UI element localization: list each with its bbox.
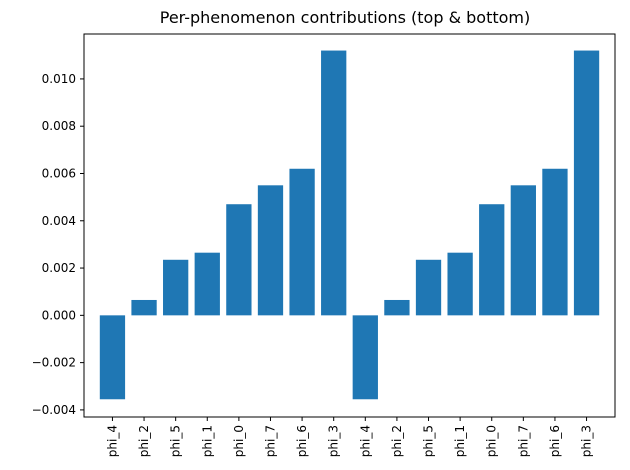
y-tick-label: −0.002: [32, 356, 76, 370]
x-tick-label: phi_6: [548, 425, 562, 457]
plot-frame: [83, 33, 616, 418]
x-tick-label: phi_2: [137, 425, 151, 457]
y-tick-label: 0.006: [42, 166, 76, 180]
bar-phi_3-15: [573, 50, 600, 316]
bar-phi_0-4: [226, 204, 252, 316]
y-tick-label: 0.008: [42, 119, 76, 133]
x-tick-label: phi_6: [295, 425, 309, 457]
bar-phi_7-13: [510, 185, 536, 316]
x-axis: phi_4 phi_2 phi_5 phi_1 phi_0 phi_7 phi_6 phi_3…: [105, 417, 594, 457]
bar-phi_0-12: [479, 204, 505, 316]
bar-phi_4-8: [352, 315, 378, 400]
x-tick-label: phi_5: [169, 425, 183, 457]
x-tick-label: phi_4: [105, 425, 119, 457]
x-tick-label: phi_4: [358, 425, 372, 457]
x-tick-label: phi_3: [580, 425, 594, 457]
y-tick-label: 0.002: [42, 261, 76, 275]
bar-phi_1-3: [194, 252, 220, 316]
x-tick-label: phi_3: [327, 425, 341, 457]
bar-phi_3-7: [321, 50, 347, 316]
y-tick-label: 0.004: [42, 214, 76, 228]
y-tick-label: 0.000: [42, 308, 76, 322]
x-tick-label: phi_1: [200, 425, 214, 457]
bar-phi_1-11: [447, 252, 473, 316]
x-tick-label: phi_1: [453, 425, 467, 457]
x-tick-label: phi_0: [485, 425, 499, 457]
x-tick-label: phi_2: [390, 425, 404, 457]
bar-phi_7-5: [257, 185, 284, 316]
bar-phi_2-9: [384, 299, 410, 316]
chart-title: Per-phenomenon contributions (top & bott…: [160, 8, 531, 27]
x-tick-label: phi_7: [516, 425, 530, 457]
x-tick-label: phi_0: [232, 425, 246, 457]
bar-phi_6-14: [542, 168, 568, 316]
y-tick-label: 0.010: [42, 72, 76, 86]
bar-phi_5-10: [415, 259, 442, 316]
bars-group: [99, 50, 600, 400]
bar-phi_5-2: [163, 259, 189, 316]
bar-phi_4-0: [99, 315, 126, 400]
x-tick-label: phi_5: [422, 425, 436, 457]
x-tick-label: phi_7: [263, 425, 277, 457]
bar-phi_2-1: [131, 299, 157, 316]
bar-phi_6-6: [289, 168, 315, 316]
y-tick-label: −0.004: [32, 403, 76, 417]
y-axis: −0.004 −0.002 0.000 0.002 0.004 0.006 0.008 0.0…: [32, 72, 84, 417]
